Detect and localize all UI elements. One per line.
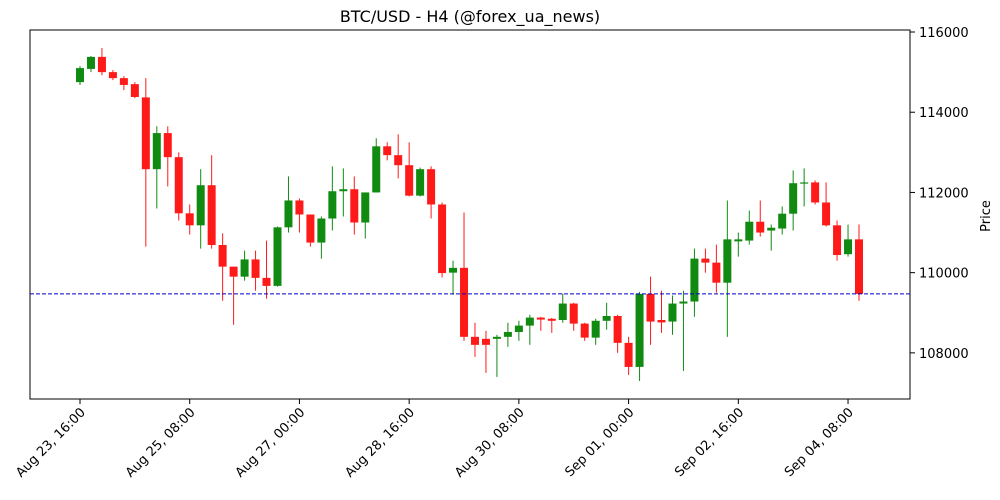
- candle-body: [273, 227, 282, 286]
- candle-body: [690, 258, 699, 302]
- candle-body: [174, 157, 183, 214]
- x-tick-label: Aug 30, 08:00: [452, 405, 528, 481]
- candle-body: [503, 332, 512, 337]
- candle-body: [514, 325, 523, 333]
- candle-body: [745, 221, 754, 241]
- candle-body: [284, 200, 293, 228]
- y-tick-label: 114000: [919, 106, 969, 121]
- candle-body: [800, 182, 809, 184]
- candle-body: [97, 56, 106, 73]
- candle-body: [613, 315, 622, 343]
- candle-body: [251, 259, 260, 278]
- candle-body: [701, 258, 710, 263]
- candle-body: [536, 317, 545, 320]
- x-tick-label: Aug 23, 16:00: [13, 405, 89, 481]
- x-tick-label: Aug 27, 00:00: [233, 405, 309, 481]
- candle-body: [492, 336, 501, 339]
- y-tick-label: 110000: [919, 267, 969, 282]
- candle-body: [240, 259, 249, 277]
- candle-body: [756, 221, 765, 233]
- candle-body: [86, 56, 95, 69]
- candle-body: [207, 185, 216, 245]
- candle-body: [679, 301, 688, 304]
- candle-body: [185, 213, 194, 226]
- candle-body: [558, 303, 567, 320]
- candle-body: [591, 320, 600, 338]
- candle-body: [734, 239, 743, 242]
- y-tick-label: 116000: [919, 26, 969, 41]
- x-tick-label: Sep 04, 08:00: [782, 405, 857, 480]
- candle-body: [844, 239, 853, 255]
- candle-body: [76, 68, 84, 83]
- candle-body: [789, 183, 798, 214]
- candle-body: [361, 192, 370, 223]
- candle-body: [229, 266, 238, 277]
- candle-body: [481, 338, 490, 345]
- candle-body: [108, 72, 117, 79]
- candle-body: [372, 146, 381, 193]
- chart-title: BTC/USD - H4 (@forex_ua_news): [340, 7, 600, 27]
- candle-body: [163, 133, 172, 158]
- candle-body: [306, 214, 315, 243]
- candle-body: [317, 218, 326, 243]
- candle-body: [295, 200, 304, 215]
- candle-body: [383, 146, 392, 156]
- candle-body: [196, 185, 205, 226]
- candle-body: [723, 239, 732, 283]
- candle-body: [416, 169, 425, 196]
- candle-body: [547, 318, 556, 321]
- candle-body: [152, 133, 161, 170]
- candle-body: [833, 225, 842, 256]
- candle-body: [646, 293, 655, 322]
- x-tick-label: Sep 01, 00:00: [563, 405, 638, 480]
- candle-body: [394, 155, 403, 166]
- candle-body: [339, 189, 348, 192]
- candle-body: [262, 277, 271, 286]
- candle-body: [218, 244, 227, 267]
- y-axis-label: Price: [979, 200, 994, 232]
- x-tick-label: Aug 25, 08:00: [123, 405, 199, 481]
- candle-body: [449, 267, 458, 273]
- candle-body: [811, 182, 820, 203]
- candle-body: [438, 204, 447, 274]
- y-tick-label: 108000: [919, 347, 969, 362]
- plot-frame: [29, 29, 911, 400]
- candle-body: [460, 267, 469, 337]
- candle-body: [427, 169, 436, 205]
- candle-body: [668, 303, 677, 322]
- x-tick-label: Aug 28, 16:00: [342, 405, 418, 481]
- x-tick-label: Sep 02, 16:00: [672, 405, 747, 480]
- candle-body: [855, 239, 863, 294]
- candle-body: [470, 336, 479, 345]
- candle-body: [767, 227, 776, 231]
- candle-body: [119, 78, 128, 85]
- candle-body: [328, 191, 337, 219]
- candle-body: [130, 84, 139, 97]
- candle-body: [580, 323, 589, 338]
- candle-body: [141, 97, 150, 170]
- y-tick-label: 112000: [919, 186, 969, 201]
- candle-body: [778, 213, 787, 229]
- candle-body: [405, 165, 414, 196]
- candle-body: [635, 293, 644, 367]
- candle-body: [822, 202, 831, 226]
- candle-body: [350, 189, 359, 223]
- candle-body: [712, 262, 721, 283]
- candle-body: [657, 319, 666, 323]
- candle-body: [602, 315, 611, 321]
- candle-body: [525, 317, 534, 326]
- candle-body: [624, 342, 633, 367]
- candle-body: [569, 303, 578, 324]
